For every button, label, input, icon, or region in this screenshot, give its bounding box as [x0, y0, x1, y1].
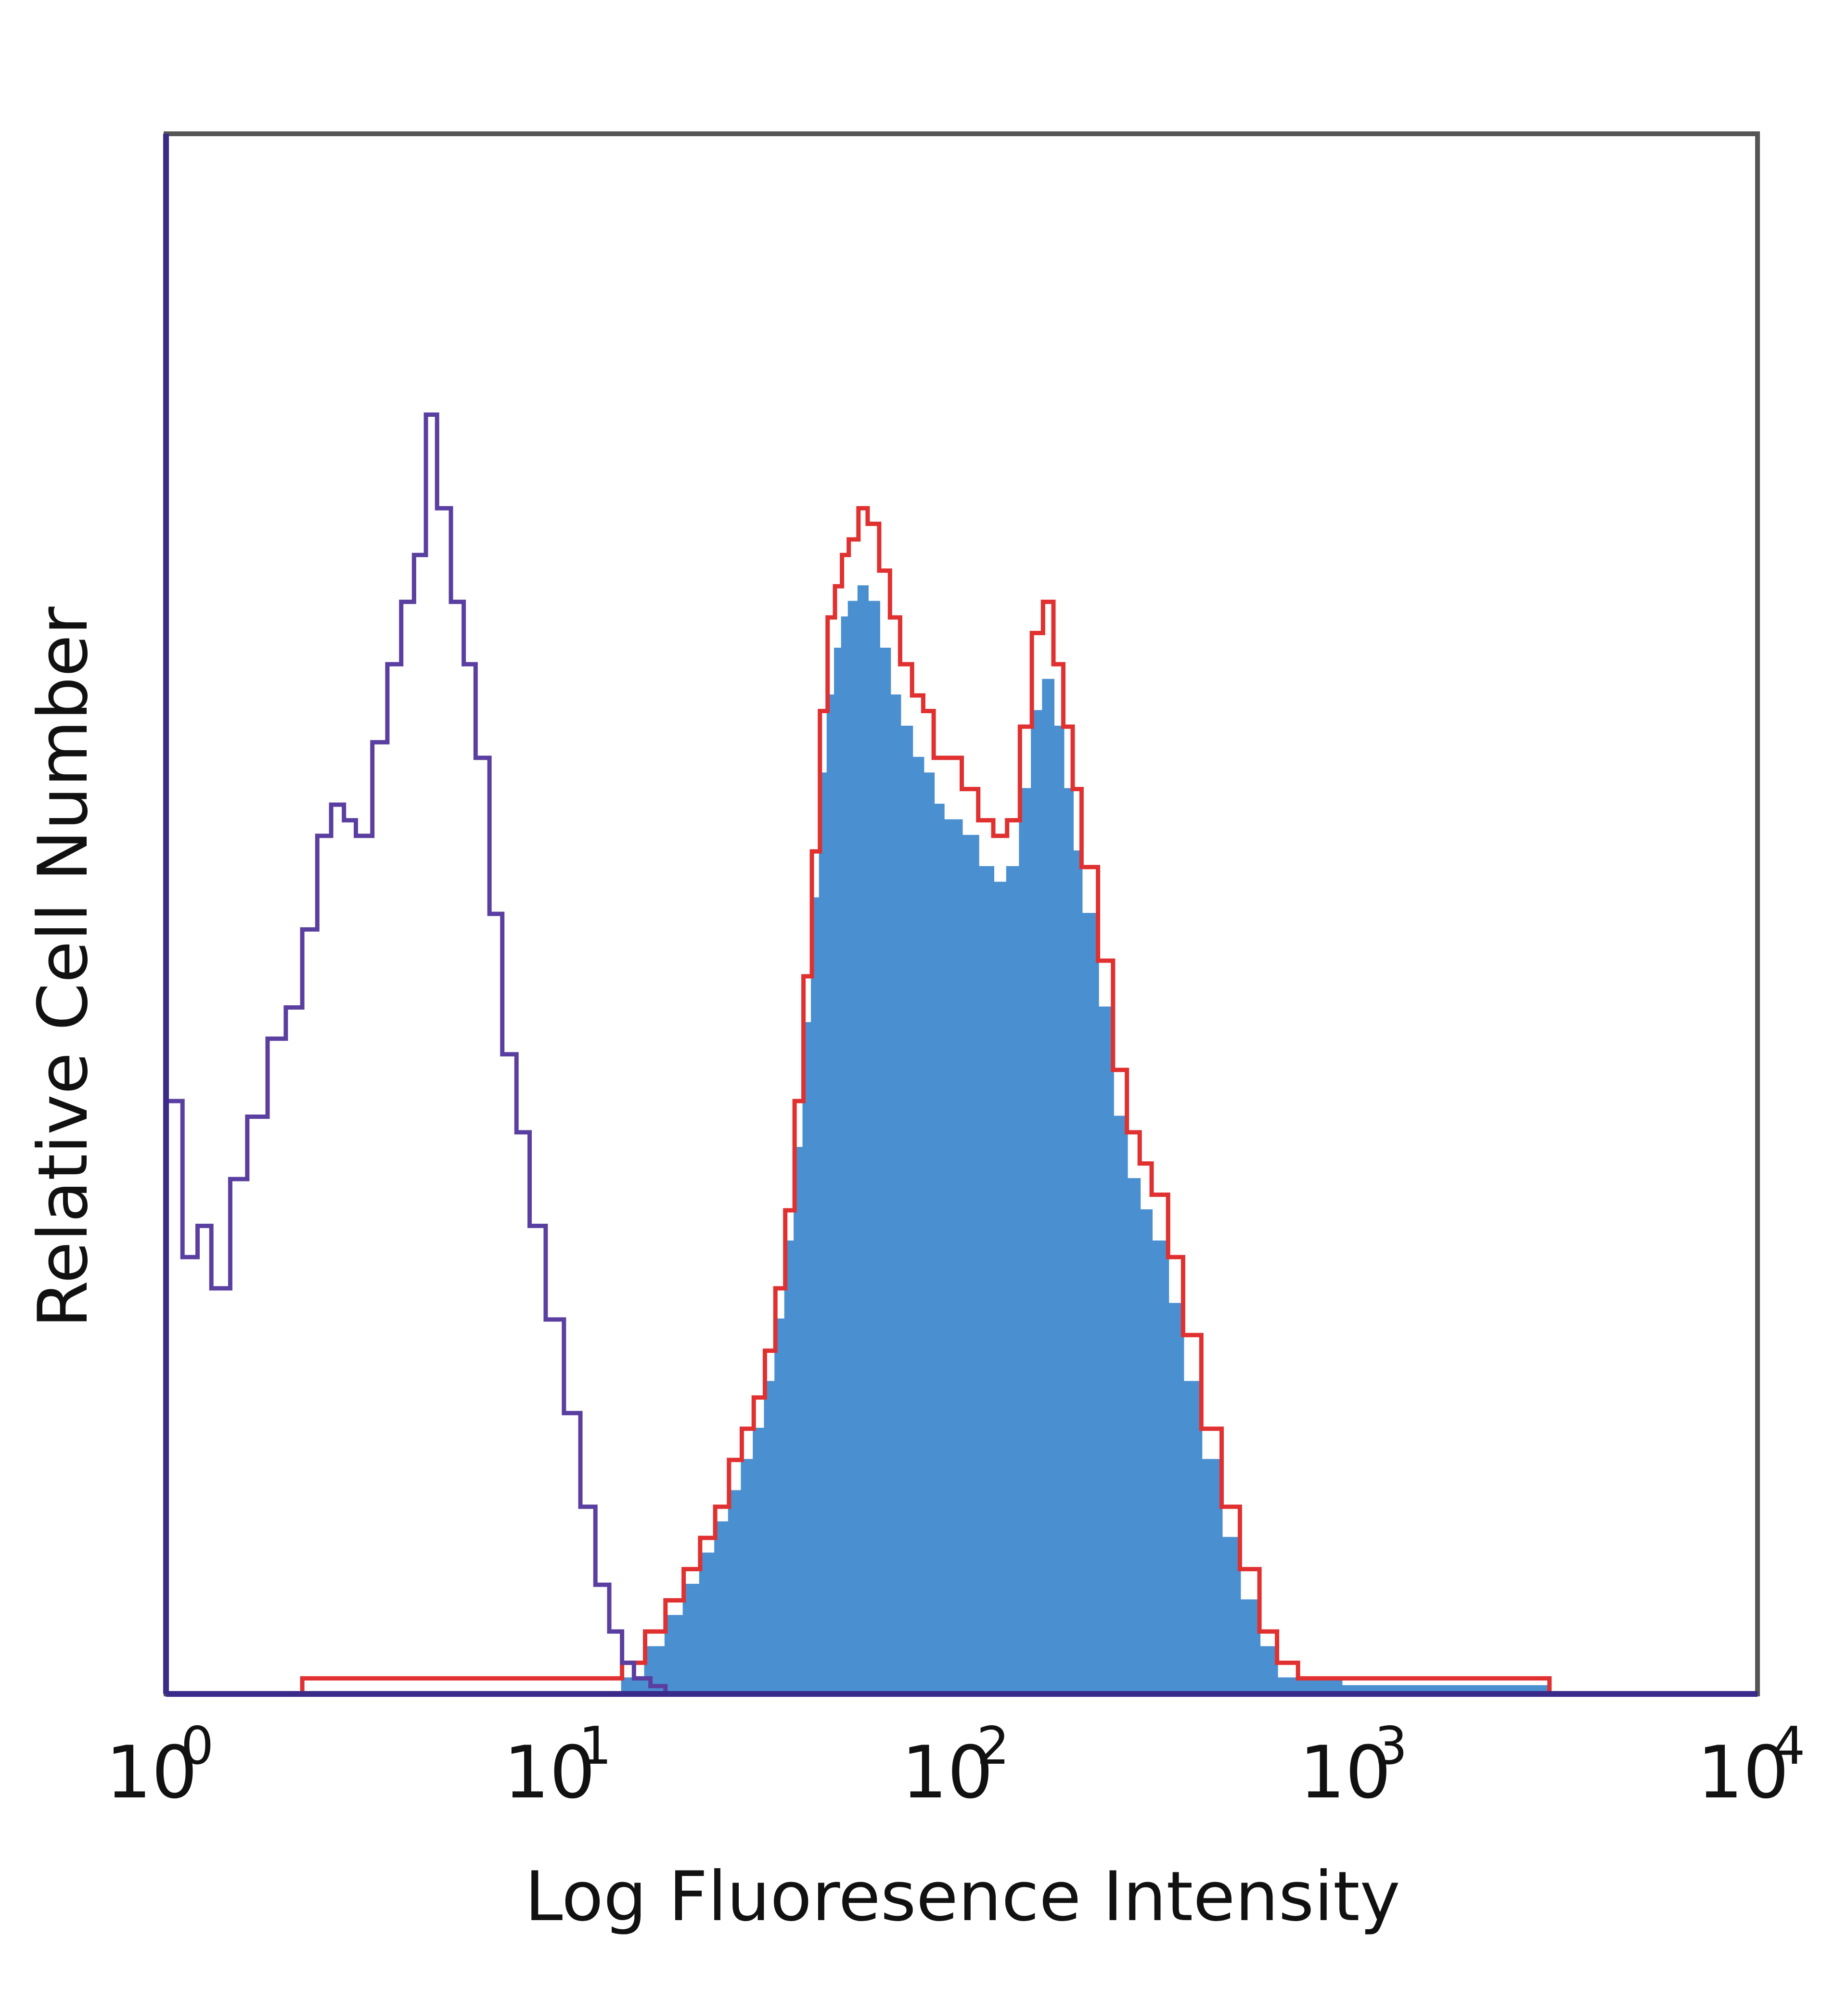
histogram-series-1 [164, 412, 668, 1694]
x-axis-title: Log Fluoresence Intensity [525, 1857, 1400, 1936]
x-tick-label-2: 10 [901, 1731, 993, 1815]
x-tick-exponent-1: 1 [578, 1716, 612, 1776]
x-tick-label-4: 10 [1697, 1731, 1789, 1815]
x-tick-exponent-2: 2 [976, 1716, 1010, 1776]
x-tick-labels: 100 101 102 103 104 [106, 1716, 1806, 1815]
series-layer [164, 412, 1552, 1695]
x-tick-label-3: 10 [1299, 1731, 1391, 1815]
y-axis-title: Relative Cell Number [24, 606, 103, 1328]
histogram-series-3 [302, 585, 1551, 1695]
x-tick-label-0: 10 [106, 1731, 198, 1815]
x-tick-exponent-3: 3 [1374, 1716, 1408, 1776]
histogram-series-2 [300, 506, 1552, 1694]
x-tick-exponent-4: 4 [1772, 1716, 1806, 1776]
x-tick-exponent-0: 0 [181, 1716, 214, 1776]
x-tick-label-1: 10 [503, 1731, 595, 1815]
